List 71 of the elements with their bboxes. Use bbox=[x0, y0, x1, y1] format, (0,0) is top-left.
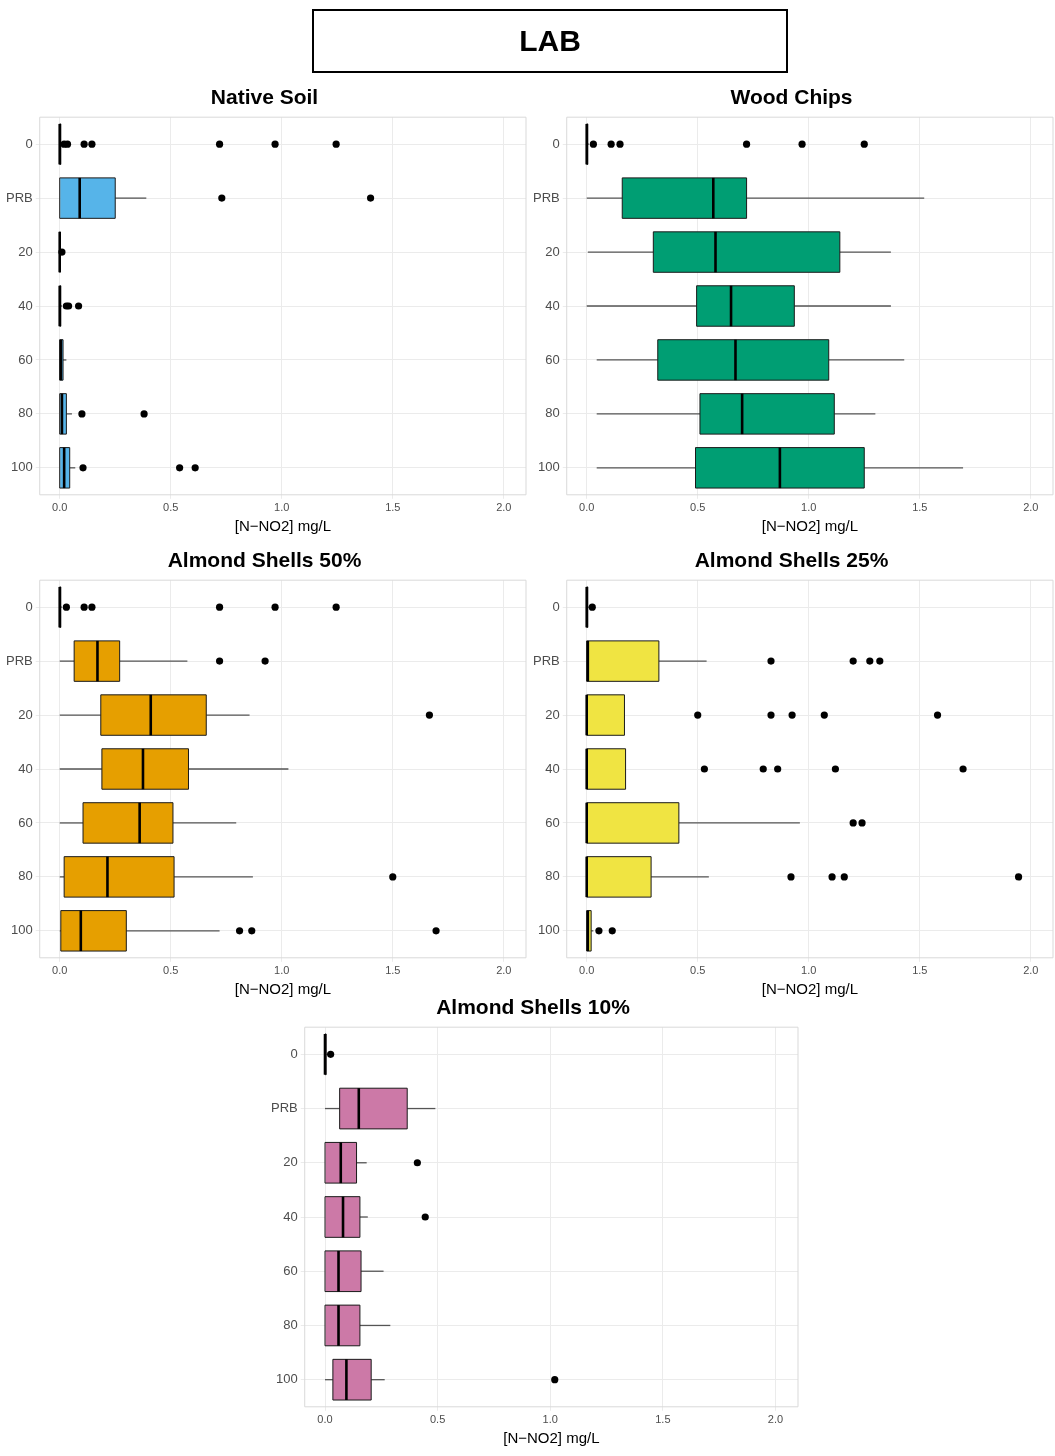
y-tick-label: 80 bbox=[545, 405, 560, 421]
x-tick-label: 1.0 bbox=[801, 501, 817, 514]
y-tick-label: 80 bbox=[283, 1317, 298, 1333]
y-tick-label: 60 bbox=[18, 814, 33, 830]
x-tick-label: 2.0 bbox=[1023, 964, 1039, 977]
y-tick-label: PRB bbox=[271, 1100, 298, 1116]
x-tick-label: 0.5 bbox=[163, 501, 179, 514]
text: LAB bbox=[312, 9, 788, 73]
x-tick-label: 0.0 bbox=[52, 964, 68, 977]
y-tick-label: 100 bbox=[538, 459, 560, 475]
y-tick-label: 0 bbox=[552, 135, 560, 151]
chart-title: Almond Shells 25% bbox=[694, 548, 889, 572]
x-tick-label: 2.0 bbox=[1023, 501, 1039, 514]
y-tick-label: 40 bbox=[18, 297, 33, 313]
chart-title: Almond Shells 10% bbox=[436, 995, 631, 1019]
x-tick-label: 1.5 bbox=[912, 964, 928, 977]
y-tick-label: 0 bbox=[25, 135, 33, 151]
y-tick-label: 40 bbox=[545, 297, 560, 313]
x-tick-label: 1.0 bbox=[542, 1413, 558, 1426]
x-tick-label: 0.5 bbox=[429, 1413, 446, 1426]
y-tick-label: 60 bbox=[545, 351, 560, 367]
y-tick-label: 80 bbox=[545, 868, 560, 884]
y-tick-label: 40 bbox=[18, 760, 33, 776]
y-tick-label: 100 bbox=[538, 922, 560, 938]
x-tick-label: 1.5 bbox=[655, 1413, 671, 1426]
x-tick-label: 1.0 bbox=[274, 501, 290, 514]
x-tick-label: 0.0 bbox=[52, 501, 68, 514]
y-tick-label: 20 bbox=[545, 243, 560, 259]
y-tick-label: 60 bbox=[283, 1262, 298, 1278]
chart-title: Almond Shells 50% bbox=[167, 548, 362, 572]
y-tick-label: 80 bbox=[18, 405, 33, 421]
x-tick-label: 0.5 bbox=[690, 964, 706, 977]
x-tick-label: 0.0 bbox=[579, 501, 595, 514]
x-axis-title: [N−NO2] mg/L bbox=[234, 517, 332, 535]
chart-title: Native Soil bbox=[210, 85, 319, 109]
y-tick-label: 0 bbox=[290, 1045, 298, 1061]
y-tick-label: PRB bbox=[533, 189, 560, 205]
x-tick-label: 0.5 bbox=[690, 501, 706, 514]
x-axis-title: [N−NO2] mg/L bbox=[503, 1429, 600, 1447]
y-tick-label: 20 bbox=[283, 1154, 298, 1170]
x-tick-label: 1.5 bbox=[385, 501, 401, 514]
y-tick-label: 20 bbox=[545, 706, 560, 722]
y-tick-label: 80 bbox=[18, 868, 33, 884]
y-tick-label: 40 bbox=[545, 760, 560, 776]
x-tick-label: 2.0 bbox=[767, 1413, 784, 1426]
x-axis-title: [N−NO2] mg/L bbox=[234, 980, 332, 998]
x-tick-label: 1.0 bbox=[274, 964, 290, 977]
x-tick-label: 1.5 bbox=[385, 964, 401, 977]
x-axis-title: [N−NO2] mg/L bbox=[761, 980, 859, 998]
y-tick-label: 40 bbox=[283, 1208, 298, 1224]
y-tick-label: 100 bbox=[276, 1371, 298, 1387]
x-axis-title: [N−NO2] mg/L bbox=[761, 517, 859, 535]
x-tick-label: 0.0 bbox=[317, 1413, 333, 1426]
y-tick-label: 0 bbox=[25, 598, 33, 614]
y-tick-label: 60 bbox=[18, 351, 33, 367]
y-tick-label: 100 bbox=[11, 459, 33, 475]
y-tick-label: 100 bbox=[11, 922, 33, 938]
y-tick-label: PRB bbox=[533, 652, 560, 668]
x-tick-label: 2.0 bbox=[496, 964, 512, 977]
y-tick-label: PRB bbox=[6, 652, 33, 668]
x-tick-label: 0.5 bbox=[163, 964, 179, 977]
x-tick-label: 1.5 bbox=[912, 501, 928, 514]
y-tick-label: 20 bbox=[18, 243, 33, 259]
y-tick-label: 60 bbox=[545, 814, 560, 830]
x-tick-label: 1.0 bbox=[801, 964, 817, 977]
y-tick-label: PRB bbox=[6, 189, 33, 205]
x-tick-label: 0.0 bbox=[579, 964, 595, 977]
y-tick-label: 0 bbox=[552, 598, 560, 614]
y-tick-label: 20 bbox=[18, 706, 33, 722]
chart-title: Wood Chips bbox=[730, 85, 853, 109]
x-tick-label: 2.0 bbox=[496, 501, 512, 514]
